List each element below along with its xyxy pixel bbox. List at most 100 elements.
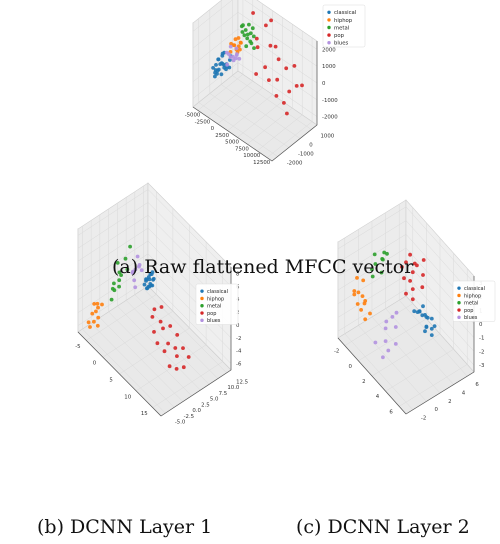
legend-label-metal: metal xyxy=(207,304,221,310)
grid-line xyxy=(337,220,407,263)
grid-line xyxy=(371,316,441,394)
data-point-classical xyxy=(429,316,434,321)
y-tick-label: 0 xyxy=(435,407,439,413)
x-tick-label: 10 xyxy=(124,394,131,400)
data-point-metal xyxy=(379,270,384,275)
y-tick-label: -2.5 xyxy=(184,414,195,420)
series-classical xyxy=(211,50,233,79)
data-point-pop xyxy=(408,252,412,257)
grid-line xyxy=(77,227,149,275)
x-tick-label: -2 xyxy=(334,349,339,355)
data-point-metal xyxy=(119,273,123,277)
grid-line xyxy=(77,253,149,301)
data-point-pop xyxy=(287,89,292,94)
data-point-pop xyxy=(175,354,179,358)
data-point-hiphop xyxy=(90,311,95,316)
data-point-pop xyxy=(273,44,278,49)
data-point-pop xyxy=(155,341,160,346)
data-point-classical xyxy=(211,66,216,70)
data-point-blues xyxy=(233,56,238,61)
data-point-metal xyxy=(250,26,255,31)
data-point-metal xyxy=(109,297,114,302)
y-tick-label: 0 xyxy=(309,142,313,148)
grid-line xyxy=(337,234,407,277)
data-point-metal xyxy=(128,244,133,249)
grid-line xyxy=(108,311,192,397)
data-point-classical xyxy=(423,329,427,334)
data-point-classical xyxy=(149,272,154,276)
data-point-pop xyxy=(410,270,415,275)
legend-label-classical: classical xyxy=(334,10,356,16)
grid-line xyxy=(237,62,318,117)
data-point-hiphop xyxy=(94,309,98,314)
data-point-pop xyxy=(400,265,404,269)
data-point-pop xyxy=(158,319,163,324)
data-point-metal xyxy=(115,261,120,265)
data-point-pop xyxy=(408,279,412,283)
legend-label-classical: classical xyxy=(464,286,485,292)
grid-line xyxy=(152,361,223,408)
data-point-pop xyxy=(276,57,281,62)
legend-label-hiphop: hiphop xyxy=(334,18,353,24)
data-point-blues xyxy=(390,315,395,319)
grid-line xyxy=(237,28,318,84)
data-point-hiphop xyxy=(356,290,361,295)
data-point-metal xyxy=(117,278,122,283)
legend-marker-classical xyxy=(327,10,331,14)
y-axis-line xyxy=(271,124,318,162)
y-tick-label: 2.5 xyxy=(201,402,210,408)
data-point-hiphop xyxy=(95,323,100,328)
data-point-hiphop xyxy=(92,319,96,324)
x-tick-label: 12500 xyxy=(253,160,271,166)
data-point-pop xyxy=(181,365,186,370)
z-tick-label: -6 xyxy=(236,362,242,368)
grid-line xyxy=(90,323,175,408)
x-tick-label: 4 xyxy=(376,394,380,400)
legend-marker-metal xyxy=(457,301,461,305)
data-point-blues xyxy=(225,62,230,67)
x-tick-label: 10000 xyxy=(243,153,261,159)
grid-line xyxy=(266,121,313,158)
data-point-classical xyxy=(412,309,417,314)
data-point-pop xyxy=(152,330,156,334)
x-tick-label: -5 xyxy=(75,344,80,350)
data-point-hiphop xyxy=(88,325,92,329)
legend-marker-pop xyxy=(327,33,331,37)
scatter-panel-3: -20246-20246-3-2-10123classicalhiphopmet… xyxy=(334,199,496,422)
grid-line xyxy=(192,12,239,49)
data-point-hiphop xyxy=(96,305,100,310)
data-point-classical xyxy=(144,277,149,282)
caption-b: (b) DCNN Layer 1 xyxy=(37,516,213,538)
data-point-classical xyxy=(219,72,224,77)
x-tick-label: 15 xyxy=(141,411,148,417)
grid-line xyxy=(237,45,318,101)
series-classical xyxy=(142,270,156,291)
legend-label-pop: pop xyxy=(464,308,473,314)
y-tick-label: -2000 xyxy=(287,160,303,166)
grid-line xyxy=(237,11,318,67)
y-tick-label: -2 xyxy=(421,416,426,422)
data-point-blues xyxy=(228,44,233,49)
z-tick-label: -2 xyxy=(236,336,241,342)
x-tick-label: -2500 xyxy=(195,119,211,125)
data-point-hiphop xyxy=(368,311,372,316)
data-point-hiphop xyxy=(100,302,104,307)
data-point-hiphop xyxy=(362,301,367,306)
grid-line xyxy=(77,240,149,288)
y-tick-label: -1000 xyxy=(298,151,314,157)
legend-label-classical: classical xyxy=(207,289,228,295)
data-point-pop xyxy=(267,78,271,82)
data-point-pop xyxy=(162,349,167,354)
data-point-metal xyxy=(381,257,385,262)
data-point-metal xyxy=(370,267,374,272)
data-point-metal xyxy=(385,251,389,256)
grid-line xyxy=(147,189,232,274)
data-point-classical xyxy=(148,282,153,286)
grid-line xyxy=(209,93,290,148)
data-point-pop xyxy=(269,18,273,23)
grid-line xyxy=(217,87,263,125)
data-point-hiphop xyxy=(360,294,365,298)
data-point-hiphop xyxy=(95,301,100,306)
z-tick-label: 1000 xyxy=(322,64,336,70)
